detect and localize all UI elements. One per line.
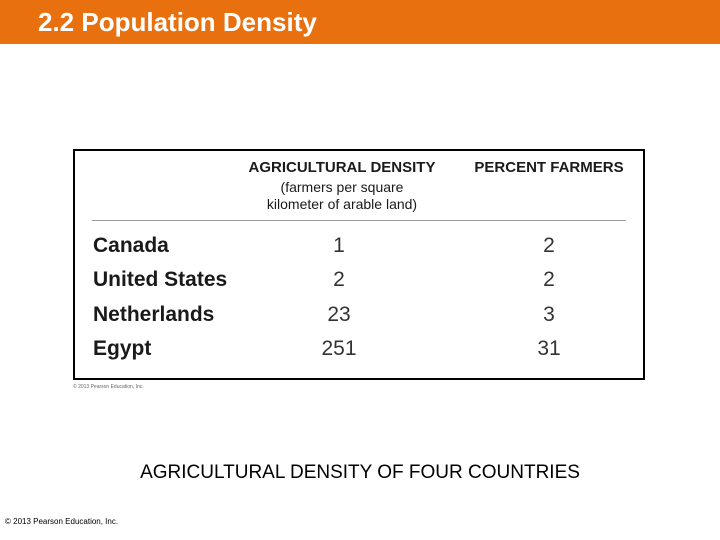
agricultural-density-cell: 251	[321, 337, 357, 360]
title-bar: 2.2 Population Density	[0, 0, 720, 44]
table-row: United States 2 2	[0, 265, 720, 299]
header-agricultural-density-subtitle: (farmers per square kilometer of arable …	[239, 179, 445, 213]
header-agricultural-density-sub-line-2: kilometer of arable land)	[266, 196, 418, 212]
country-cell: Egypt	[93, 337, 152, 360]
agricultural-density-cell: 23	[327, 303, 351, 326]
footer-copyright: © 2013 Pearson Education, Inc.	[5, 517, 119, 526]
slide-title: 2.2 Population Density	[38, 7, 317, 37]
percent-farmers-cell: 2	[543, 234, 555, 257]
country-cell: Canada	[93, 234, 169, 257]
header-agricultural-density-sub-line-1: (farmers per square	[280, 179, 404, 195]
percent-farmers-cell: 31	[537, 337, 561, 360]
agricultural-density-cell: 2	[333, 268, 345, 291]
header-percent-farmers: PERCENT FARMERS	[474, 159, 624, 176]
data-table-frame	[73, 149, 645, 380]
table-copyright: © 2013 Pearson Education, Inc.	[73, 384, 144, 390]
percent-farmers-cell: 2	[543, 268, 555, 291]
country-cell: United States	[93, 268, 228, 291]
country-cell: Netherlands	[93, 303, 215, 326]
header-divider	[92, 220, 626, 221]
agricultural-density-cell: 1	[333, 234, 345, 257]
figure-caption: AGRICULTURAL DENSITY OF FOUR COUNTRIES	[140, 462, 580, 483]
header-agricultural-density: AGRICULTURAL DENSITY	[248, 159, 436, 176]
percent-farmers-cell: 3	[543, 303, 555, 326]
table-row: Canada 1 2	[0, 231, 720, 265]
table-row: Netherlands 23 3	[0, 300, 720, 334]
table-row: Egypt 251 31	[0, 334, 720, 368]
